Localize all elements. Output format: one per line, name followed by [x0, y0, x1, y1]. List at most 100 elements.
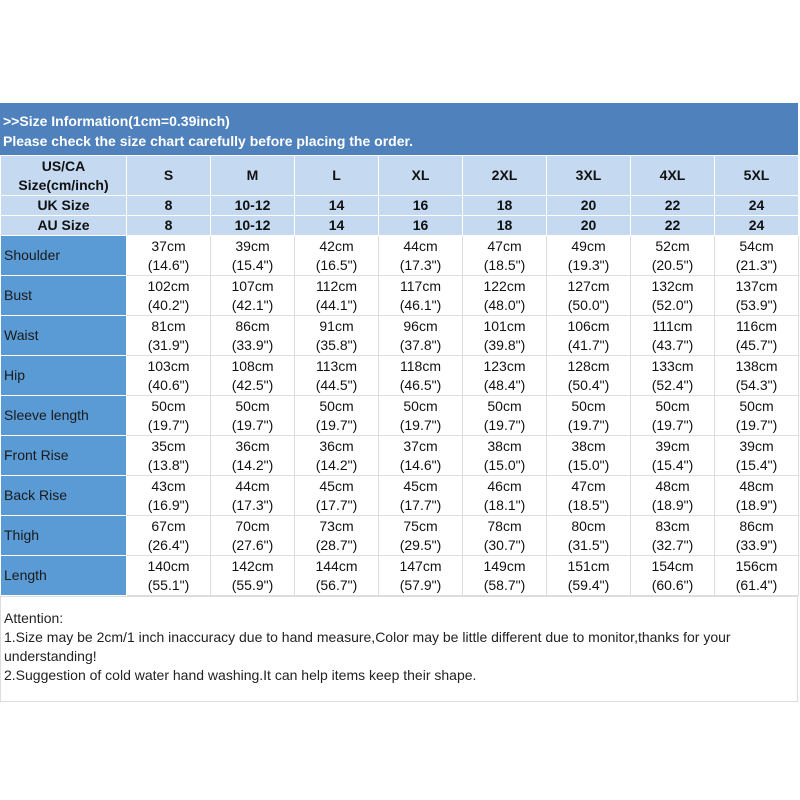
cell: 133cm (52.4") — [630, 355, 715, 396]
cell-cm: 47cm — [571, 477, 606, 494]
cell: 142cm (55.9") — [210, 555, 295, 596]
header-cell: 14 — [294, 215, 379, 236]
cell-cm: 39cm — [235, 237, 270, 254]
cell-cm: 151cm — [567, 557, 610, 574]
cell-cm: 112cm — [316, 277, 357, 294]
header-label-line: US/CA — [41, 157, 86, 174]
cell: 113cm (44.5") — [294, 355, 379, 396]
cell-inch: (19.3") — [567, 256, 610, 273]
banner-subtitle: Please check the size chart carefully be… — [3, 133, 414, 149]
cell: 43cm (16.9") — [126, 475, 211, 516]
cell-inch: (40.2") — [147, 296, 190, 313]
cell-cm: 117cm — [400, 277, 441, 294]
cell-cm: 149cm — [483, 557, 526, 574]
cell: 80cm (31.5") — [546, 515, 631, 556]
header-cell: 16 — [378, 215, 463, 236]
row-label: Waist — [0, 315, 127, 356]
cell-cm: 49cm — [571, 237, 606, 254]
cell-inch: (50.0") — [567, 296, 610, 313]
header-cell: 24 — [714, 215, 799, 236]
cell-cm: 156cm — [735, 557, 778, 574]
cell-inch: (26.4") — [147, 536, 190, 553]
header-label-line: AU Size — [37, 217, 90, 233]
cell-cm: 83cm — [655, 517, 690, 534]
cell-inch: (17.7") — [315, 496, 358, 513]
cell-cm: 37cm — [403, 437, 438, 454]
cell: 103cm (40.6") — [126, 355, 211, 396]
cell: 102cm (40.2") — [126, 275, 211, 316]
cell-inch: (55.9") — [231, 576, 274, 593]
cell: 50cm (19.7") — [378, 395, 463, 436]
cell: 37cm (14.6") — [126, 235, 211, 276]
cell-inch: (32.7") — [651, 536, 694, 553]
row-label: Thigh — [0, 515, 127, 556]
cell-cm: 154cm — [651, 557, 694, 574]
cell-cm: 50cm — [319, 397, 354, 414]
cell: 86cm (33.9") — [714, 515, 799, 556]
cell-cm: 91cm — [319, 317, 354, 334]
cell: 101cm (39.8") — [462, 315, 547, 356]
header-cell: 8 — [126, 215, 211, 236]
cell: 50cm (19.7") — [294, 395, 379, 436]
cell: 138cm (54.3") — [714, 355, 799, 396]
cell: 67cm (26.4") — [126, 515, 211, 556]
cell-cm: 127cm — [567, 277, 610, 294]
cell-inch: (15.4") — [735, 456, 778, 473]
cell-cm: 50cm — [487, 397, 522, 414]
cell-inch: (44.1") — [315, 296, 358, 313]
header-row: US/CA Size(cm/inch) S M L XL 2XL 3XL 4XL 5XL — [0, 155, 799, 196]
data-row: Sleeve length 50cm (19.7") 50cm (19.7") 50cm (… — [0, 395, 799, 436]
cell-inch: (37.8") — [399, 336, 442, 353]
header-cell: 2XL — [462, 155, 547, 196]
cell-inch: (18.5") — [567, 496, 610, 513]
cell: 48cm (18.9") — [714, 475, 799, 516]
cell-cm: 45cm — [319, 477, 354, 494]
cell-inch: (19.7") — [231, 416, 274, 433]
size-chart: >>Size Information(1cm=0.39inch) Please … — [0, 103, 799, 702]
cell-cm: 73cm — [319, 517, 354, 534]
cell-inch: (59.4") — [567, 576, 610, 593]
cell-inch: (14.2") — [231, 456, 274, 473]
cell: 137cm (53.9") — [714, 275, 799, 316]
cell-inch: (15.4") — [231, 256, 274, 273]
cell-cm: 38cm — [487, 437, 522, 454]
cell: 70cm (27.6") — [210, 515, 295, 556]
cell-cm: 36cm — [235, 437, 270, 454]
note-item: 2.Suggestion of cold water hand washing.… — [4, 667, 477, 683]
cell: 50cm (19.7") — [714, 395, 799, 436]
cell-cm: 140cm — [147, 557, 190, 574]
cell-cm: 113cm — [316, 357, 357, 374]
cell-inch: (20.5") — [651, 256, 694, 273]
cell: 123cm (48.4") — [462, 355, 547, 396]
cell-inch: (48.0") — [483, 296, 526, 313]
banner: >>Size Information(1cm=0.39inch) Please … — [0, 103, 798, 155]
cell-cm: 86cm — [739, 517, 774, 534]
cell-inch: (41.7") — [567, 336, 610, 353]
cell-cm: 38cm — [571, 437, 606, 454]
cell-cm: 81cm — [151, 317, 186, 334]
row-label: Back Rise — [0, 475, 127, 516]
cell-inch: (33.9") — [735, 536, 778, 553]
cell-cm: 128cm — [567, 357, 610, 374]
cell-inch: (19.7") — [651, 416, 694, 433]
cell-inch: (60.6") — [651, 576, 694, 593]
cell: 96cm (37.8") — [378, 315, 463, 356]
data-row: Length 140cm (55.1") 142cm (55.9") 144cm (56.7… — [0, 555, 799, 596]
cell-cm: 116cm — [736, 317, 777, 334]
notes: Attention: 1.Size may be 2cm/1 inch inac… — [0, 596, 798, 702]
cell-inch: (18.5") — [483, 256, 526, 273]
cell-cm: 35cm — [151, 437, 186, 454]
cell-inch: (17.3") — [399, 256, 442, 273]
cell-cm: 48cm — [739, 477, 774, 494]
row-label: Front Rise — [0, 435, 127, 476]
cell-cm: 50cm — [403, 397, 438, 414]
cell-cm: 50cm — [655, 397, 690, 414]
data-row: Thigh 67cm (26.4") 70cm (27.6") 73cm (28.7") 75… — [0, 515, 799, 556]
cell: 38cm (15.0") — [462, 435, 547, 476]
cell-inch: (19.7") — [399, 416, 442, 433]
header-cell: 18 — [462, 195, 547, 216]
header-cell: 3XL — [546, 155, 631, 196]
cell: 140cm (55.1") — [126, 555, 211, 596]
header-cell: 20 — [546, 215, 631, 236]
cell-inch: (45.7") — [735, 336, 778, 353]
